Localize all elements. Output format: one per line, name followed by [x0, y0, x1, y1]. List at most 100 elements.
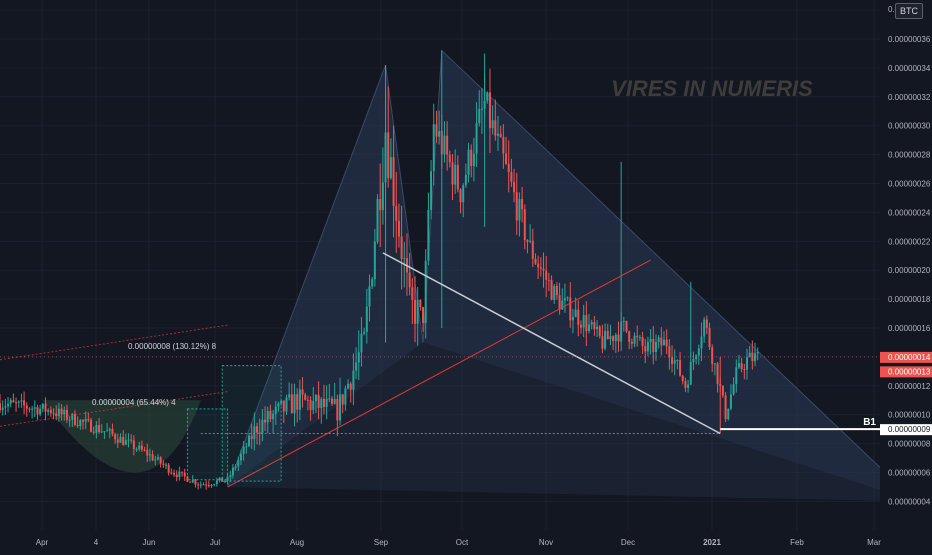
price-tick-label: 0.00000030	[888, 122, 931, 131]
price-tick-label: 0.00000032	[888, 93, 931, 102]
candle-body	[28, 408, 31, 410]
candle-body	[333, 398, 336, 404]
candle-body	[73, 413, 76, 425]
candle-body	[740, 363, 743, 369]
candle-body	[464, 174, 467, 186]
candle-body	[261, 419, 264, 434]
candle-body	[202, 484, 205, 486]
candle-body	[55, 413, 58, 416]
candle-body	[711, 347, 714, 364]
candle-body	[681, 375, 684, 382]
candle-body	[181, 471, 184, 473]
candle-body	[700, 336, 703, 349]
pattern-triangle-xab	[227, 65, 424, 487]
candle-body	[494, 120, 497, 136]
candle-body	[628, 331, 631, 342]
candle-body	[250, 435, 253, 440]
candle-body	[432, 124, 435, 172]
candle-body	[379, 199, 382, 211]
time-axis-background	[0, 530, 932, 550]
candle-body	[679, 360, 682, 376]
price-axis[interactable]: 0.0 0.00000036 0.00000034 0.00000032 0.00000…	[880, 0, 932, 550]
candle-body	[529, 240, 532, 242]
price-tick-label: 0.00000020	[888, 266, 931, 275]
candle-body	[122, 436, 125, 445]
candle-body	[387, 132, 390, 179]
time-tick-label: Aug	[290, 538, 304, 547]
candle-body	[189, 481, 192, 483]
candle-body	[737, 363, 740, 368]
candle-body	[277, 403, 280, 407]
time-axis[interactable]: Apr 4 Jun Jul Aug Sep Oct Nov Dec 2021 Feb Mar	[0, 530, 932, 550]
candle-body	[39, 408, 42, 415]
candle-body	[395, 205, 398, 221]
candle-body	[542, 268, 545, 271]
candle-body	[341, 394, 344, 405]
candle-body	[743, 368, 746, 370]
candle-body	[376, 199, 379, 242]
candle-body	[336, 398, 339, 421]
candle-body	[419, 299, 422, 308]
candle-body	[577, 309, 580, 325]
candle-body	[513, 181, 516, 193]
candle-body	[692, 358, 695, 363]
candle-body	[569, 297, 572, 321]
candle-body	[143, 449, 146, 451]
candle-body	[114, 434, 117, 440]
candle-body	[175, 474, 178, 477]
candle-body	[373, 241, 376, 280]
candle-body	[499, 133, 502, 138]
price-label-text: 0.00000013	[888, 367, 931, 376]
candle-body	[397, 220, 400, 237]
price-label-text: 0.00000014	[888, 353, 931, 362]
pattern-triangle-bcd	[423, 50, 916, 502]
candle-body	[408, 272, 411, 288]
candle-body	[239, 453, 242, 461]
candle-body	[103, 431, 106, 433]
currency-badge[interactable]: BTC	[895, 3, 923, 19]
price-axis-background	[880, 0, 932, 550]
candle-body	[724, 395, 727, 420]
candle-body	[515, 192, 518, 221]
candle-body	[33, 407, 36, 409]
candle-body	[20, 400, 23, 402]
candle-body	[547, 279, 550, 281]
candle-body	[41, 403, 44, 409]
candle-body	[138, 445, 141, 449]
measure-label: 0.00000004 (65.44%) 4	[92, 398, 176, 407]
candle-body	[697, 348, 700, 356]
candle-body	[657, 337, 660, 342]
time-tick-label: Mar	[867, 538, 881, 547]
candle-body	[467, 149, 470, 175]
candle-body	[84, 419, 87, 422]
candle-body	[269, 410, 272, 420]
time-tick-label: 4	[94, 538, 99, 547]
candle-body	[705, 319, 708, 328]
candle-body	[582, 314, 585, 328]
price-tick-label: 0.00000026	[888, 180, 931, 189]
candle-body	[76, 424, 79, 426]
candle-body	[389, 157, 392, 179]
candle-body	[459, 189, 462, 203]
candle-body	[328, 398, 331, 400]
candle-body	[721, 385, 724, 396]
candle-body	[703, 319, 706, 337]
candle-body	[60, 408, 63, 415]
candle-body	[756, 352, 759, 354]
candle-body	[119, 436, 122, 443]
candle-body	[633, 335, 636, 344]
time-tick-label: Jun	[143, 538, 156, 547]
candle-body	[253, 426, 256, 440]
price-tick-label: 0.00000034	[888, 64, 931, 73]
price-tick-label: 0.00000006	[888, 469, 931, 478]
measure-box	[221, 365, 282, 482]
time-tick-label: 2021	[703, 538, 721, 547]
candle-body	[614, 334, 617, 342]
candle-body	[135, 448, 138, 450]
candle-body	[403, 258, 406, 260]
time-tick-label: Apr	[36, 538, 49, 547]
candle-body	[521, 199, 524, 210]
measure-label: 0.00000008 (130.12%) 8	[128, 342, 217, 351]
